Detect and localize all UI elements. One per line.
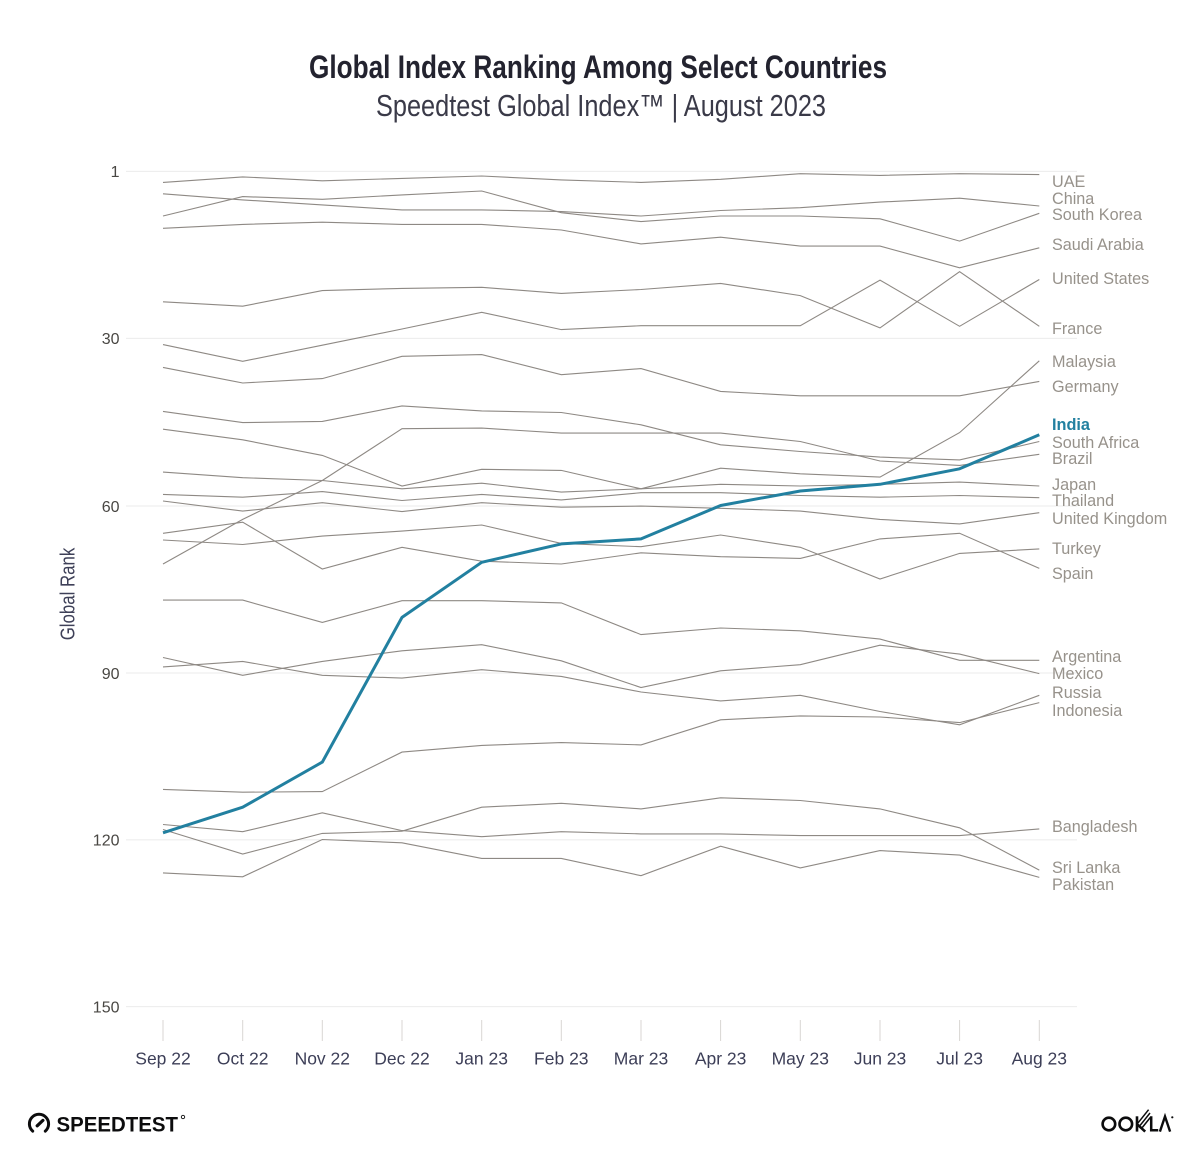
svg-text:120: 120 <box>93 833 120 850</box>
svg-text:30: 30 <box>102 331 120 348</box>
svg-text:Turkey: Turkey <box>1052 540 1102 558</box>
svg-text:Brazil: Brazil <box>1052 450 1092 468</box>
svg-text:China: China <box>1052 190 1094 208</box>
svg-text:Jul 23: Jul 23 <box>936 1049 983 1069</box>
svg-text:India: India <box>1052 416 1091 434</box>
svg-text:Feb 23: Feb 23 <box>534 1049 588 1069</box>
svg-text:France: France <box>1052 320 1102 338</box>
svg-text:Apr 23: Apr 23 <box>695 1049 747 1069</box>
svg-text:Speedtest Global Index™ | Augu: Speedtest Global Index™ | August 2023 <box>376 89 826 123</box>
svg-text:Spain: Spain <box>1052 565 1093 583</box>
svg-text:Argentina: Argentina <box>1052 648 1121 666</box>
svg-text:Sep 22: Sep 22 <box>135 1049 190 1069</box>
svg-text:Aug 23: Aug 23 <box>1012 1049 1067 1069</box>
svg-text:Russia: Russia <box>1052 684 1101 702</box>
svg-text:Global Rank: Global Rank <box>57 547 80 640</box>
svg-text:Saudi Arabia: Saudi Arabia <box>1052 236 1144 254</box>
svg-text:UAE: UAE <box>1052 173 1085 191</box>
svg-text:Dec 22: Dec 22 <box>374 1049 429 1069</box>
svg-text:United Kingdom: United Kingdom <box>1052 510 1167 528</box>
svg-text:90: 90 <box>102 666 120 683</box>
svg-text:Oct 22: Oct 22 <box>217 1049 269 1069</box>
svg-text:South Korea: South Korea <box>1052 206 1142 224</box>
svg-text:Sri Lanka: Sri Lanka <box>1052 859 1120 877</box>
svg-text:May 23: May 23 <box>772 1049 829 1069</box>
svg-text:Japan: Japan <box>1052 476 1096 494</box>
svg-text:Mar 23: Mar 23 <box>614 1049 668 1069</box>
svg-text:Pakistan: Pakistan <box>1052 876 1114 894</box>
svg-text:150: 150 <box>93 999 120 1016</box>
svg-text:Jun 23: Jun 23 <box>854 1049 907 1069</box>
svg-text:Bangladesh: Bangladesh <box>1052 818 1138 836</box>
svg-text:Nov 22: Nov 22 <box>295 1049 350 1069</box>
svg-text:Germany: Germany <box>1052 378 1119 396</box>
svg-text:South Africa: South Africa <box>1052 434 1139 452</box>
svg-text:Malaysia: Malaysia <box>1052 353 1116 371</box>
svg-text:1: 1 <box>111 164 120 181</box>
svg-text:60: 60 <box>102 499 120 516</box>
svg-text:SPEEDTEST: SPEEDTEST <box>57 1113 179 1137</box>
svg-text:Mexico: Mexico <box>1052 665 1103 683</box>
svg-text:Indonesia: Indonesia <box>1052 702 1122 720</box>
svg-text:Global Index Ranking Among Sel: Global Index Ranking Among Select Countr… <box>309 49 887 85</box>
svg-text:Thailand: Thailand <box>1052 492 1114 510</box>
svg-text:United States: United States <box>1052 270 1149 288</box>
svg-text:Jan 23: Jan 23 <box>455 1049 508 1069</box>
